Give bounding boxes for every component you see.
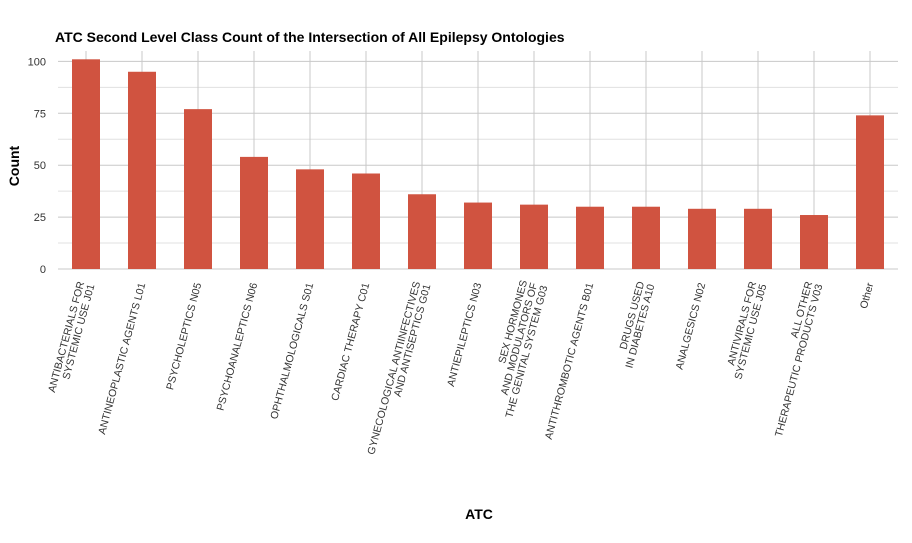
x-tick-label: ALL OTHERTHERAPEUTIC PRODUCTS V03 <box>763 280 826 438</box>
x-tick-label: GYNECOLOGICAL ANTIINFECTIVESAND ANTISEPT… <box>365 280 433 459</box>
bar <box>464 202 492 269</box>
bar <box>72 59 100 269</box>
bar <box>408 194 436 269</box>
x-tick-label: OPHTHALMOLOGICALS S01 <box>268 281 316 420</box>
svg-text:ANTIVIRALS FORSYSTEMIC USE J05: ANTIVIRALS FORSYSTEMIC USE J05 <box>722 280 769 381</box>
svg-text:ALL OTHERTHERAPEUTIC PRODUCTS: ALL OTHERTHERAPEUTIC PRODUCTS V03 <box>763 280 826 438</box>
svg-text:PSYCHOANALEPTICS N06: PSYCHOANALEPTICS N06 <box>215 281 261 412</box>
chart-title: ATC Second Level Class Count of the Inte… <box>55 29 565 45</box>
bar <box>184 109 212 269</box>
y-axis-title: Count <box>6 145 22 186</box>
bar <box>744 208 772 269</box>
svg-text:ANTINEOPLASTIC AGENTS L01: ANTINEOPLASTIC AGENTS L01 <box>96 281 148 435</box>
x-tick-label: ANTIEPILEPTICS N03 <box>445 281 484 387</box>
x-tick-label: CARDIAC THERAPY C01 <box>329 281 372 402</box>
x-tick-label: DRUGS USEDIN DIABETES A10 <box>613 280 657 370</box>
x-tick-label: ANTIVIRALS FORSYSTEMIC USE J05 <box>722 280 769 381</box>
x-tick-label: SEX HORMONESAND MODULATORS OFTHE GENITAL… <box>483 279 550 420</box>
x-tick-label: Other <box>858 281 877 310</box>
x-tick-label: ANTINEOPLASTIC AGENTS L01 <box>96 281 148 435</box>
svg-text:SEX HORMONESAND MODULATORS OFT: SEX HORMONESAND MODULATORS OFTHE GENITAL… <box>483 279 550 420</box>
bar <box>520 204 548 269</box>
svg-text:ANTIEPILEPTICS N03: ANTIEPILEPTICS N03 <box>445 281 484 387</box>
y-tick-label: 25 <box>34 212 46 224</box>
bar <box>856 115 884 269</box>
svg-text:ANTIBACTERIALS FORSYSTEMIC USE: ANTIBACTERIALS FORSYSTEMIC USE J01 <box>46 280 97 397</box>
x-tick-label: ANTIBACTERIALS FORSYSTEMIC USE J01 <box>46 280 97 397</box>
bar <box>632 206 660 269</box>
bar <box>352 173 380 269</box>
y-axis-ticks: 0 25 50 75 100 <box>28 56 46 276</box>
x-tick-label: PSYCHOLEPTICS N05 <box>164 281 204 391</box>
y-tick-label: 75 <box>34 108 46 120</box>
svg-text:DRUGS USEDIN DIABETES A10: DRUGS USEDIN DIABETES A10 <box>613 280 657 370</box>
bars <box>72 59 884 269</box>
x-axis-category-labels: ANTIBACTERIALS FORSYSTEMIC USE J01ANTINE… <box>46 279 877 459</box>
x-tick-label: ANTITHROMBOTIC AGENTS B01 <box>543 281 596 440</box>
svg-text:CARDIAC THERAPY C01: CARDIAC THERAPY C01 <box>329 281 372 402</box>
bar <box>688 208 716 269</box>
bar <box>128 71 156 269</box>
x-tick-label: PSYCHOANALEPTICS N06 <box>215 281 261 412</box>
svg-text:OPHTHALMOLOGICALS S01: OPHTHALMOLOGICALS S01 <box>268 281 316 420</box>
x-tick-label: ANALGESICS N02 <box>674 281 709 371</box>
y-tick-label: 100 <box>28 56 46 68</box>
bar <box>576 206 604 269</box>
svg-text:ANTITHROMBOTIC AGENTS B01: ANTITHROMBOTIC AGENTS B01 <box>543 281 596 440</box>
y-tick-label: 0 <box>40 264 46 276</box>
svg-text:GYNECOLOGICAL ANTIINFECTIVESAN: GYNECOLOGICAL ANTIINFECTIVESAND ANTISEPT… <box>365 280 433 459</box>
bar <box>240 156 268 269</box>
y-tick-label: 50 <box>34 160 46 172</box>
bar <box>296 169 324 269</box>
svg-text:PSYCHOLEPTICS N05: PSYCHOLEPTICS N05 <box>164 281 204 391</box>
svg-text:Other: Other <box>858 281 877 310</box>
bar <box>800 215 828 269</box>
x-axis-title: ATC <box>465 506 493 522</box>
svg-text:ANALGESICS N02: ANALGESICS N02 <box>674 281 709 371</box>
